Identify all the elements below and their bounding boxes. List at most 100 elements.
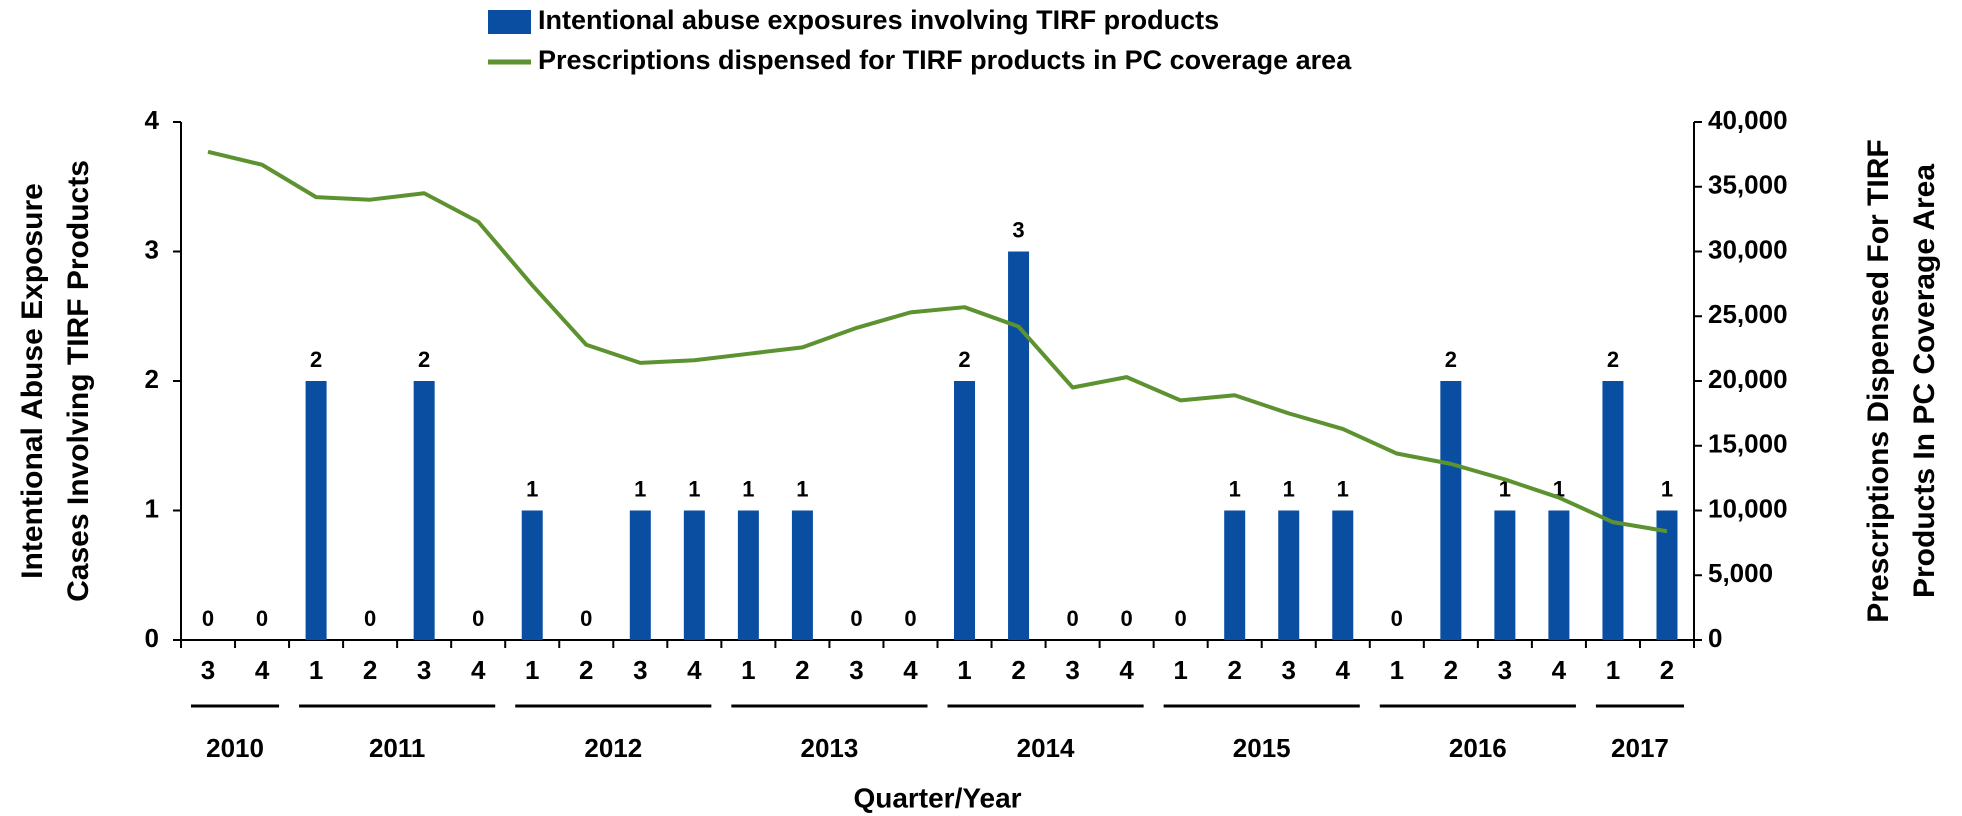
data-label: 0 <box>1121 606 1133 631</box>
x-tick-label: 4 <box>255 655 270 685</box>
data-label: 1 <box>742 476 754 501</box>
x-tick-label: 3 <box>849 655 863 685</box>
x-tick-label: 4 <box>471 655 486 685</box>
x-tick-label: 1 <box>1173 655 1187 685</box>
data-label: 2 <box>1607 347 1619 372</box>
year-label: 2012 <box>584 733 642 763</box>
year-label: 2015 <box>1233 733 1291 763</box>
y2-tick-label: 20,000 <box>1708 364 1788 394</box>
data-label: 0 <box>1175 606 1187 631</box>
data-label: 1 <box>1499 476 1511 501</box>
bar <box>1602 381 1624 640</box>
data-label: 2 <box>958 347 970 372</box>
data-label: 0 <box>850 606 862 631</box>
x-tick-label: 1 <box>309 655 323 685</box>
y-tick-label: 3 <box>145 234 159 264</box>
data-label: 1 <box>1283 476 1295 501</box>
x-tick-label: 4 <box>1552 655 1567 685</box>
data-label: 0 <box>1391 606 1403 631</box>
data-label: 0 <box>256 606 268 631</box>
legend-label: Prescriptions dispensed for TIRF product… <box>538 45 1352 75</box>
bar <box>1224 510 1246 640</box>
year-label: 2011 <box>369 733 425 763</box>
y-tick-label: 2 <box>145 364 159 394</box>
x-tick-label: 2 <box>1444 655 1458 685</box>
y2-tick-label: 15,000 <box>1708 429 1788 459</box>
bar <box>413 381 435 640</box>
bar <box>1440 381 1462 640</box>
x-tick-label: 3 <box>1281 655 1295 685</box>
y2-axis-title: Prescriptions Dispensed For TIRF <box>1862 139 1895 622</box>
x-tick-label: 4 <box>903 655 918 685</box>
x-tick-label: 1 <box>957 655 971 685</box>
year-label: 2013 <box>801 733 859 763</box>
x-axis-title: Quarter/Year <box>853 782 1021 813</box>
data-label: 1 <box>1337 476 1349 501</box>
x-tick-label: 2 <box>795 655 809 685</box>
data-label: 2 <box>1445 347 1457 372</box>
x-tick-label: 3 <box>201 655 215 685</box>
legend-swatch <box>488 10 531 34</box>
bar <box>1494 510 1516 640</box>
x-tick-label: 3 <box>417 655 431 685</box>
year-label: 2017 <box>1611 733 1669 763</box>
data-label: 3 <box>1012 217 1024 242</box>
y-tick-label: 1 <box>145 493 159 523</box>
bar <box>1332 510 1354 640</box>
bar <box>629 510 651 640</box>
y2-tick-label: 30,000 <box>1708 234 1788 264</box>
x-tick-label: 3 <box>1065 655 1079 685</box>
bar <box>1548 510 1570 640</box>
y-axis-title: Intentional Abuse Exposure <box>16 183 49 579</box>
x-tick-label: 1 <box>741 655 755 685</box>
data-label: 2 <box>418 347 430 372</box>
y2-tick-label: 0 <box>1708 623 1722 653</box>
y2-tick-label: 10,000 <box>1708 493 1788 523</box>
data-label: 1 <box>634 476 646 501</box>
data-label: 1 <box>796 476 808 501</box>
x-tick-label: 2 <box>579 655 593 685</box>
y2-tick-label: 35,000 <box>1708 170 1788 200</box>
data-label: 2 <box>310 347 322 372</box>
bar <box>737 510 759 640</box>
x-tick-label: 2 <box>363 655 377 685</box>
data-label: 1 <box>1661 476 1673 501</box>
bar <box>791 510 813 640</box>
data-label: 1 <box>526 476 538 501</box>
bar <box>1008 251 1030 640</box>
line <box>207 149 1668 534</box>
data-label: 0 <box>472 606 484 631</box>
x-tick-label: 3 <box>633 655 647 685</box>
x-tick-label: 1 <box>1390 655 1404 685</box>
bar <box>954 381 976 640</box>
x-tick-label: 4 <box>1336 655 1351 685</box>
y2-tick-label: 40,000 <box>1708 105 1788 135</box>
data-label: 0 <box>202 606 214 631</box>
x-tick-label: 4 <box>687 655 702 685</box>
bar <box>521 510 543 640</box>
legend-label: Intentional abuse exposures involving TI… <box>538 5 1219 35</box>
x-tick-label: 1 <box>525 655 539 685</box>
year-label: 2016 <box>1449 733 1507 763</box>
x-tick-label: 3 <box>1498 655 1512 685</box>
x-tick-label: 2 <box>1660 655 1674 685</box>
bar <box>1656 510 1678 640</box>
y2-tick-label: 5,000 <box>1708 558 1773 588</box>
data-label: 0 <box>364 606 376 631</box>
bar <box>305 381 327 640</box>
data-label: 0 <box>904 606 916 631</box>
bar <box>1278 510 1300 640</box>
data-label: 1 <box>688 476 700 501</box>
y2-tick-label: 25,000 <box>1708 299 1788 329</box>
x-tick-label: 2 <box>1011 655 1025 685</box>
year-label: 2014 <box>1017 733 1075 763</box>
bar <box>683 510 705 640</box>
y-axis-title: Cases Involving TIRF Products <box>62 160 95 602</box>
y-tick-label: 0 <box>145 623 159 653</box>
x-tick-label: 2 <box>1227 655 1241 685</box>
data-label: 0 <box>580 606 592 631</box>
x-tick-label: 1 <box>1606 655 1620 685</box>
y2-axis-title: Products In PC Coverage Area <box>1908 164 1941 598</box>
